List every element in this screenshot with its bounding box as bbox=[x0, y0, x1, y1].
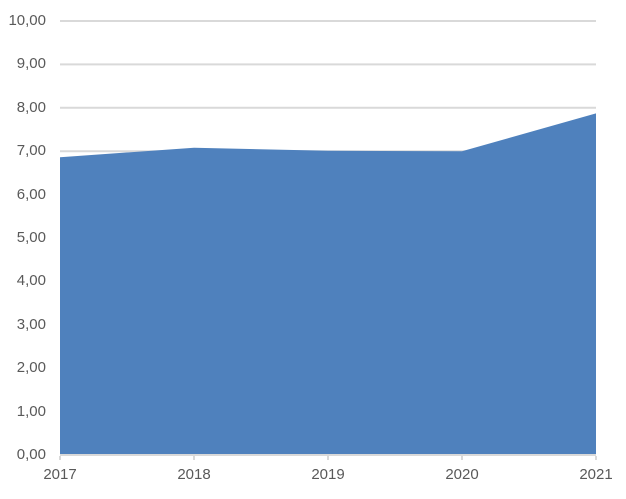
y-axis-tick-label: 2,00 bbox=[16, 359, 46, 376]
y-axis-tick-label: 5,00 bbox=[16, 229, 46, 246]
x-axis-tick-label: 2021 bbox=[579, 466, 613, 483]
y-axis-tick-label: 1,00 bbox=[16, 403, 46, 420]
x-axis-tick-label: 2018 bbox=[177, 466, 211, 483]
y-axis-tick-label: 6,00 bbox=[16, 186, 46, 203]
x-axis-tick-label: 2017 bbox=[43, 466, 77, 483]
area-series bbox=[60, 113, 596, 456]
x-axis-tick-label: 2019 bbox=[311, 466, 345, 483]
x-axis-tick-label: 2020 bbox=[445, 466, 479, 483]
y-axis-tick-label: 3,00 bbox=[16, 316, 46, 333]
y-axis-tick-label: 4,00 bbox=[16, 272, 46, 289]
y-axis-tick-label: 10,00 bbox=[8, 12, 46, 29]
y-axis-tick-label: 9,00 bbox=[16, 55, 46, 72]
y-axis-tick-label: 8,00 bbox=[16, 99, 46, 116]
y-axis-tick-label: 7,00 bbox=[16, 142, 46, 159]
y-axis-tick-label: 0,00 bbox=[16, 446, 46, 463]
